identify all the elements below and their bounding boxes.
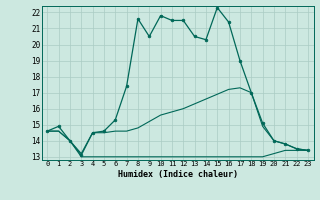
X-axis label: Humidex (Indice chaleur): Humidex (Indice chaleur) (118, 170, 237, 179)
